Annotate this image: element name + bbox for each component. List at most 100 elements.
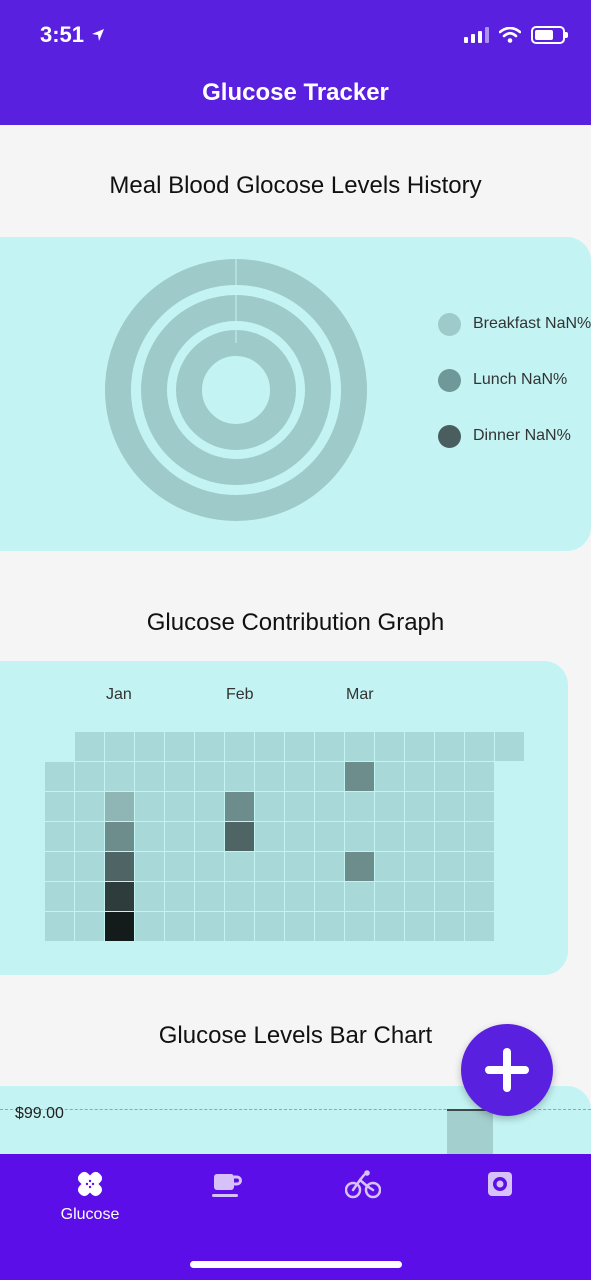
contribution-cell xyxy=(195,882,224,911)
legend-dot-lunch xyxy=(438,368,461,392)
contribution-cell xyxy=(435,912,464,941)
status-time: 3:51 xyxy=(40,22,106,48)
contribution-graph-title: Glucose Contribution Graph xyxy=(146,609,445,636)
contribution-cell xyxy=(195,852,224,881)
contribution-cell xyxy=(375,882,404,911)
contribution-cell xyxy=(345,912,374,941)
contribution-cell xyxy=(255,792,284,821)
contribution-cell xyxy=(165,852,194,881)
contribution-cell xyxy=(345,762,374,791)
contribution-cell xyxy=(285,732,314,761)
contribution-cell xyxy=(75,882,104,911)
tab-exercise[interactable] xyxy=(303,1166,423,1202)
legend-item-lunch: Lunch NaN% xyxy=(438,338,591,422)
contribution-cell xyxy=(285,762,314,791)
ring-chart xyxy=(105,259,367,521)
tab-meals[interactable] xyxy=(166,1166,286,1202)
contribution-cell xyxy=(345,732,374,761)
add-entry-button[interactable] xyxy=(461,1024,553,1116)
contribution-cell xyxy=(105,882,134,911)
contribution-cell xyxy=(405,822,434,851)
contribution-cell xyxy=(345,882,374,911)
contribution-cell xyxy=(465,762,494,791)
tab-glucose[interactable]: Glucose xyxy=(30,1166,150,1224)
battery-icon xyxy=(531,26,568,44)
contribution-cell xyxy=(105,732,134,761)
wifi-icon xyxy=(499,27,521,43)
contribution-cell xyxy=(315,912,344,941)
contribution-cell xyxy=(405,852,434,881)
legend-item-dinner: Dinner NaN% xyxy=(438,394,591,478)
contribution-cell xyxy=(375,912,404,941)
contribution-cell xyxy=(315,822,344,851)
contribution-cell xyxy=(165,882,194,911)
dinner-ring xyxy=(176,330,296,450)
legend-item-breakfast: Breakfast NaN% xyxy=(438,282,591,366)
cellular-signal-icon xyxy=(464,27,489,43)
contribution-cell xyxy=(435,792,464,821)
month-label-mar: Mar xyxy=(346,686,374,703)
contribution-cell xyxy=(165,792,194,821)
contribution-cell xyxy=(285,822,314,851)
page-title: Glucose Tracker xyxy=(202,79,389,106)
contribution-cell xyxy=(405,732,434,761)
status-indicators xyxy=(464,26,568,44)
bar-axis-label: $99.00 xyxy=(15,1105,64,1122)
contribution-cell xyxy=(465,732,494,761)
contribution-cell xyxy=(225,792,254,821)
contribution-cell xyxy=(465,882,494,911)
contribution-cell xyxy=(105,852,134,881)
contribution-cell xyxy=(255,912,284,941)
contribution-cell xyxy=(135,822,164,851)
contribution-cell xyxy=(135,912,164,941)
contribution-cell xyxy=(255,822,284,851)
legend-dot-dinner xyxy=(438,424,461,448)
contribution-cell xyxy=(435,852,464,881)
contribution-cell xyxy=(345,822,374,851)
contribution-cell xyxy=(465,822,494,851)
gear-icon xyxy=(488,1172,512,1196)
contribution-cell xyxy=(315,792,344,821)
contribution-cell xyxy=(255,882,284,911)
contribution-cell xyxy=(375,822,404,851)
contribution-cell xyxy=(75,732,104,761)
contribution-cell xyxy=(75,912,104,941)
contribution-cell xyxy=(255,732,284,761)
contribution-cell xyxy=(45,762,74,791)
status-time-text: 3:51 xyxy=(40,22,85,47)
contribution-cell xyxy=(375,762,404,791)
contribution-cell xyxy=(435,732,464,761)
contribution-cell xyxy=(315,762,344,791)
coffee-cup-icon xyxy=(212,1174,242,1197)
contribution-cell xyxy=(405,792,434,821)
contribution-cell xyxy=(255,762,284,791)
home-indicator xyxy=(190,1261,402,1268)
contribution-cell xyxy=(45,822,74,851)
contribution-cell xyxy=(135,762,164,791)
contribution-cell xyxy=(105,762,134,791)
contribution-cell xyxy=(345,852,374,881)
contribution-cell xyxy=(105,822,134,851)
contribution-cell xyxy=(45,792,74,821)
contribution-cell xyxy=(315,852,344,881)
contribution-cell xyxy=(225,762,254,791)
contribution-cell xyxy=(285,852,314,881)
contribution-cell xyxy=(195,732,224,761)
contribution-cell xyxy=(75,762,104,791)
contribution-cell xyxy=(405,912,434,941)
bicycle-icon xyxy=(345,1170,381,1199)
app-header: 3:51 Glucose Tracker xyxy=(0,0,591,125)
tab-settings[interactable] xyxy=(440,1166,560,1202)
contribution-cell xyxy=(135,852,164,881)
contribution-cell xyxy=(225,912,254,941)
pie-legend: Breakfast NaN% Lunch NaN% Dinner NaN% xyxy=(438,282,591,478)
pie-chart-title: Meal Blood Glocose Levels History xyxy=(109,172,482,199)
contribution-cell xyxy=(465,852,494,881)
contribution-cell xyxy=(225,822,254,851)
contribution-cell xyxy=(495,732,524,761)
contribution-cell xyxy=(135,732,164,761)
contribution-cell xyxy=(315,882,344,911)
contribution-cell xyxy=(225,882,254,911)
legend-label-dinner: Dinner NaN% xyxy=(473,427,571,444)
contribution-cell xyxy=(285,882,314,911)
